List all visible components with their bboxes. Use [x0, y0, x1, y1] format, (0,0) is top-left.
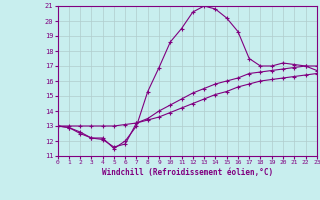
- X-axis label: Windchill (Refroidissement éolien,°C): Windchill (Refroidissement éolien,°C): [102, 168, 273, 177]
